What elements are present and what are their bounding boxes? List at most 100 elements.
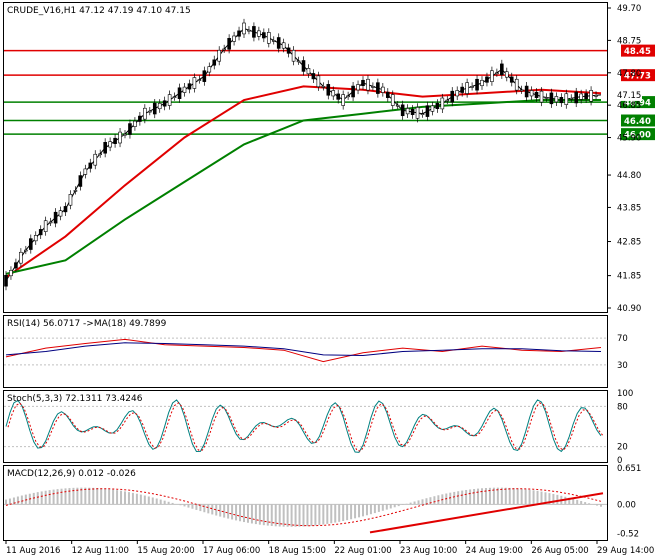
series-ma-green bbox=[5, 99, 601, 275]
candle-body bbox=[28, 238, 33, 250]
x-tick-label-9: 29 Aug 14:00 bbox=[597, 546, 654, 556]
macd-trend-line bbox=[369, 492, 604, 534]
candle-body bbox=[529, 90, 534, 97]
x-tick-label-0: 11 Aug 2016 bbox=[6, 546, 60, 556]
level-label-2: 46.94 bbox=[624, 99, 651, 109]
candle-body bbox=[98, 153, 103, 156]
candle-body bbox=[217, 49, 222, 62]
y-tick-label-9: 40.90 bbox=[617, 304, 641, 314]
candle-body bbox=[594, 95, 598, 97]
stoch-tick-1: 80 bbox=[617, 402, 628, 412]
candle-body bbox=[584, 93, 588, 100]
candle-body bbox=[252, 26, 256, 38]
candle-body bbox=[113, 137, 117, 144]
rsi-pane[interactable] bbox=[3, 315, 608, 388]
candle-body bbox=[534, 91, 539, 98]
candle-body bbox=[356, 84, 360, 91]
candle-body bbox=[108, 141, 112, 148]
candle-body bbox=[286, 47, 291, 54]
candle-body bbox=[19, 251, 23, 264]
candle-body bbox=[291, 49, 296, 62]
candle-body bbox=[157, 102, 162, 110]
candle-body bbox=[123, 133, 127, 136]
candle-body bbox=[559, 97, 564, 104]
x-tick-label-4: 18 Aug 15:00 bbox=[269, 546, 326, 556]
rsi-tick-0: 70 bbox=[617, 334, 628, 344]
candle-body bbox=[480, 79, 484, 87]
candle-body bbox=[38, 229, 43, 236]
stoch-tick-2: 20 bbox=[617, 443, 628, 453]
level-tag-0 bbox=[621, 44, 655, 57]
level-label-1: 47.73 bbox=[624, 72, 651, 82]
candle-body bbox=[222, 48, 226, 51]
candle-body bbox=[257, 30, 261, 37]
candle-body bbox=[485, 76, 489, 83]
candle-body bbox=[68, 194, 73, 206]
candle-body bbox=[579, 93, 583, 100]
candle-body bbox=[509, 76, 514, 83]
candle-body bbox=[465, 82, 469, 94]
rsi-series-0 bbox=[5, 338, 602, 363]
macd-tick-2: -0.52 bbox=[617, 530, 639, 540]
candle-body bbox=[554, 96, 559, 103]
candle-body bbox=[237, 30, 241, 37]
candle-body bbox=[271, 40, 276, 42]
candle-body bbox=[381, 86, 385, 93]
current-price-tag bbox=[608, 88, 642, 101]
level-label-4: 46.00 bbox=[624, 131, 651, 141]
candle-body bbox=[569, 98, 574, 100]
candle-body bbox=[514, 78, 519, 91]
candle-body bbox=[336, 93, 341, 100]
candle-body bbox=[366, 78, 370, 91]
candle-body bbox=[341, 94, 345, 106]
candle-body bbox=[182, 86, 187, 93]
candle-body bbox=[128, 123, 132, 135]
candle-body bbox=[187, 83, 192, 90]
candle-body bbox=[589, 90, 593, 102]
y-tick-label-6: 43.85 bbox=[617, 203, 641, 213]
main-pane[interactable] bbox=[3, 2, 608, 313]
candle-body bbox=[440, 97, 445, 110]
candle-body bbox=[147, 110, 152, 113]
candle-body bbox=[500, 63, 504, 76]
candle-body bbox=[207, 66, 212, 73]
stoch-pane[interactable] bbox=[3, 390, 608, 463]
candle-body bbox=[9, 270, 13, 277]
candle-body bbox=[385, 91, 390, 98]
candle-body bbox=[524, 85, 529, 98]
candle-body bbox=[490, 70, 494, 82]
candle-body bbox=[242, 22, 246, 35]
candle-body bbox=[162, 100, 167, 107]
x-tick-label-7: 24 Aug 19:00 bbox=[466, 546, 523, 556]
candle-body bbox=[316, 75, 321, 88]
stoch-main-line bbox=[5, 399, 602, 453]
current-price-label: 47.15 bbox=[617, 91, 641, 101]
candle-body bbox=[420, 113, 425, 115]
candle-body bbox=[197, 79, 202, 81]
candle-body bbox=[351, 85, 355, 98]
candle-body bbox=[276, 37, 281, 49]
candle-body bbox=[48, 221, 53, 224]
candle-body bbox=[415, 107, 420, 119]
candle-body bbox=[435, 102, 440, 110]
rsi-tick-1: 30 bbox=[617, 361, 628, 371]
candle-body bbox=[331, 90, 336, 97]
macd-title: MACD(12,26,9) 0.012 -0.026 bbox=[7, 469, 136, 479]
candle-body bbox=[118, 131, 122, 144]
candle-body bbox=[470, 86, 474, 88]
stoch-title: Stoch(5,3,3) 72.1311 73.4246 bbox=[7, 394, 143, 404]
candle-body bbox=[519, 89, 524, 92]
candle-body bbox=[143, 107, 147, 120]
candle-body bbox=[311, 73, 316, 80]
y-tick-label-5: 44.80 bbox=[617, 171, 641, 181]
candle-body bbox=[564, 93, 569, 105]
candle-body bbox=[445, 99, 450, 102]
y-tick-label-0: 49.70 bbox=[617, 4, 641, 14]
y-tick-label-3: 46.85 bbox=[617, 101, 641, 111]
candle-body bbox=[425, 105, 430, 117]
candle-body bbox=[93, 153, 98, 166]
candle-body bbox=[371, 86, 375, 88]
y-tick-label-1: 48.75 bbox=[617, 36, 641, 46]
candle-body bbox=[430, 105, 435, 112]
